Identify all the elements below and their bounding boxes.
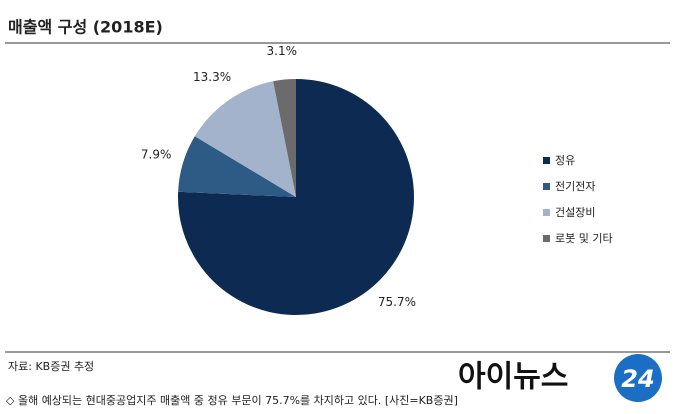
data-label: 13.3% xyxy=(193,70,231,84)
logo-number: 24 xyxy=(621,365,654,393)
pie-slice xyxy=(194,81,296,197)
chart-title: 매출액 구성 (2018E) xyxy=(8,18,163,37)
data-label: 7.9% xyxy=(141,147,172,161)
legend-label: 정유 xyxy=(555,154,575,167)
legend-swatch xyxy=(543,235,550,242)
data-label: 3.1% xyxy=(267,44,298,58)
legend-swatch xyxy=(543,183,550,190)
data-label: 75.7% xyxy=(378,295,416,309)
pie-slice xyxy=(178,136,296,197)
logo-circle xyxy=(614,354,662,402)
pie-slice xyxy=(273,79,296,197)
legend-label: 로봇 및 기타 xyxy=(555,232,613,245)
caption: ◇ 올해 예상되는 현대중공업지주 매출액 중 정유 부문이 75.7%를 차지… xyxy=(6,393,458,407)
legend-label: 건설장비 xyxy=(555,206,595,219)
source: 자료: KB증권 추정 xyxy=(8,360,94,373)
legend-swatch xyxy=(543,157,550,164)
legend-swatch xyxy=(543,209,550,216)
legend-label: 전기전자 xyxy=(555,180,595,193)
logo-text: 아이뉴스 xyxy=(458,360,568,395)
